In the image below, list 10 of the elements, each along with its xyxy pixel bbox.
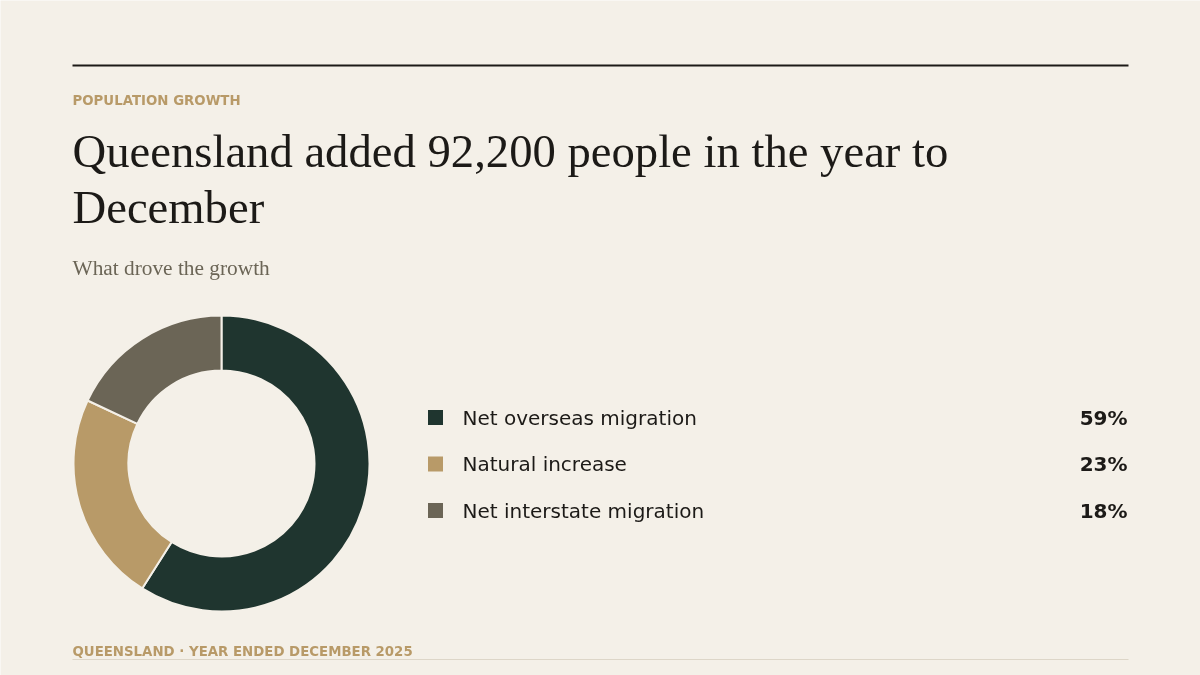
data-label: 59% — [1079, 405, 1128, 430]
chart-title: Queensland added 92,200 people in the year to December — [72, 124, 949, 233]
legend-label: Natural increase — [462, 452, 627, 476]
data-label: 18% — [1079, 498, 1128, 523]
text: QUEENSLAND · YEAR ENDED DECEMBER 2025 — [72, 644, 413, 659]
legend-label: Net overseas migration — [462, 405, 697, 430]
chart-subtitle: What drove the growth — [72, 255, 271, 280]
data-label: 23% — [1079, 452, 1128, 476]
text: POPULATION GROWTH — [72, 93, 241, 108]
legend-label: Net interstate migration — [462, 498, 705, 523]
